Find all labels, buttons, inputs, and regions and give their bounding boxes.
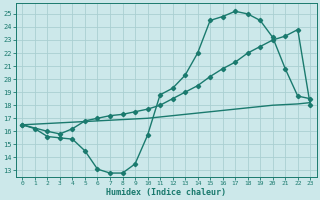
X-axis label: Humidex (Indice chaleur): Humidex (Indice chaleur)	[106, 188, 226, 197]
